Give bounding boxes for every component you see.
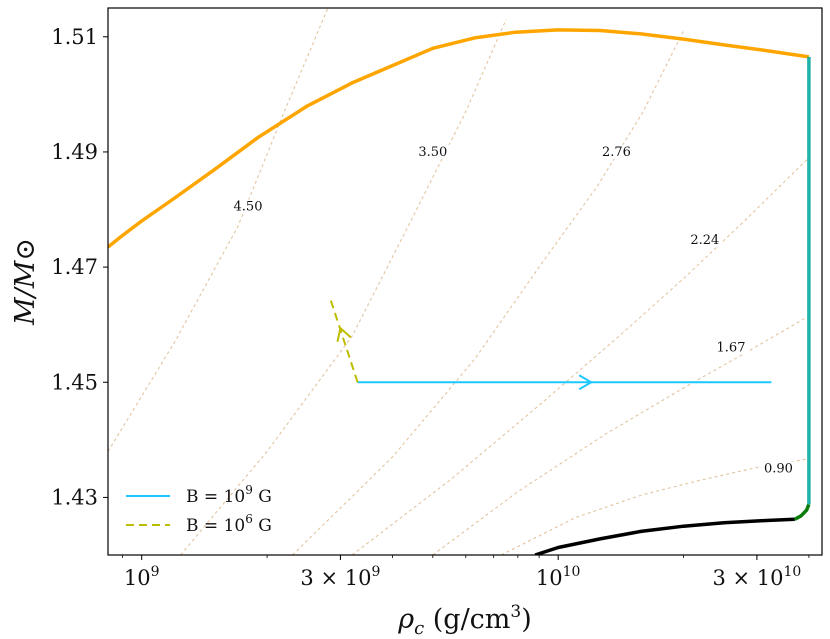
series-max-mass-curve: [108, 28, 810, 249]
contour-label-4.50: 4.50: [234, 200, 263, 215]
contour-label-2.24: 2.24: [690, 233, 719, 248]
contour-line-3.50: [180, 19, 507, 555]
plot-frame: [107, 7, 823, 556]
contour-label-bg: [714, 340, 749, 355]
arrow-b-10-9-g: [578, 374, 594, 391]
data-series: [108, 28, 811, 555]
legend-label: B = 109 G: [186, 483, 272, 507]
arrow-b-10-6-g: [336, 326, 352, 342]
contour-label-bg: [687, 232, 722, 247]
contour-label-bg: [761, 461, 796, 476]
contour-line-2.76: [292, 30, 684, 555]
x-tick-label: 109: [124, 564, 160, 590]
contour-label-bg: [599, 144, 634, 159]
x-axis-title: ρc (g/cm3): [397, 602, 532, 639]
contour-line-4.50: [108, 8, 329, 452]
contour-label-1.67: 1.67: [717, 341, 746, 356]
contour-label-bg: [415, 144, 450, 159]
contour-label-2.76: 2.76: [602, 145, 631, 160]
y-tick-label: 1.51: [51, 25, 98, 49]
y-axis-title: M/M⊙: [10, 238, 41, 326]
y-axis-ticks: 1.43 1.45 1.47 1.49 1.51: [51, 25, 108, 509]
y-tick-label: 1.49: [51, 140, 98, 164]
series-b-10-6-g: [328, 297, 359, 383]
series-min-mass-curve: [534, 517, 795, 555]
legend-label: B = 106 G: [186, 512, 272, 536]
x-axis-ticks: 109 3 × 109 1010 3 × 1010: [122, 555, 810, 590]
contour-line-1.67: [432, 315, 810, 555]
contour-label-3.50: 3.50: [418, 145, 447, 160]
x-tick-label: 3 × 1010: [712, 564, 801, 590]
y-tick-label: 1.47: [51, 255, 98, 279]
series-green-segment: [793, 503, 811, 521]
direction-arrows: [336, 326, 594, 391]
x-tick-label: 1010: [536, 564, 581, 590]
x-tick-label: 3 × 109: [300, 564, 380, 590]
contour-lines: [108, 8, 810, 555]
legend: B = 109 G B = 106 G: [126, 483, 272, 536]
contour-label-0.90: 0.90: [764, 462, 793, 477]
contour-labels: 4.50 3.50 2.76 2.24 1.67 0.90: [231, 144, 796, 477]
y-tick-label: 1.45: [51, 370, 98, 394]
y-tick-label: 1.43: [51, 485, 98, 509]
contour-label-bg: [231, 199, 266, 214]
